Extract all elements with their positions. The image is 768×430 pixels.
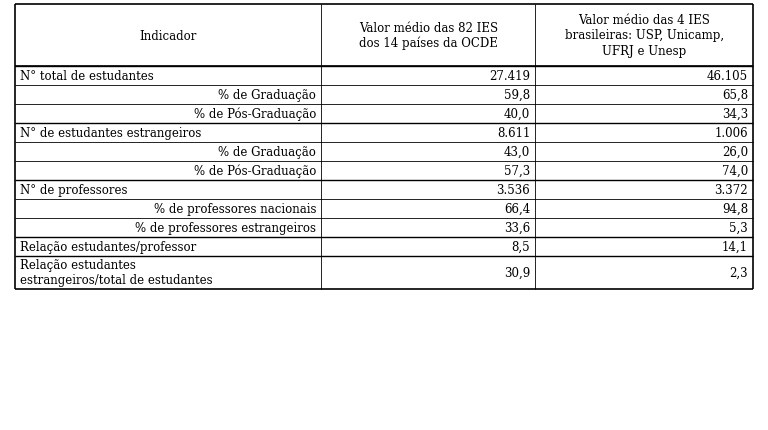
Text: 66,4: 66,4 [504, 203, 530, 215]
Text: 27.419: 27.419 [489, 70, 530, 83]
Text: % de professores nacionais: % de professores nacionais [154, 203, 316, 215]
Text: 74,0: 74,0 [722, 165, 748, 178]
Text: % de Pós-Graduação: % de Pós-Graduação [194, 164, 316, 178]
Text: % de professores estrangeiros: % de professores estrangeiros [135, 221, 316, 234]
Text: 65,8: 65,8 [722, 89, 748, 102]
Text: 2,3: 2,3 [730, 266, 748, 280]
Text: 3.536: 3.536 [497, 184, 530, 197]
Text: Relação estudantes/professor: Relação estudantes/professor [20, 240, 197, 253]
Text: 59,8: 59,8 [504, 89, 530, 102]
Text: N° de professores: N° de professores [20, 184, 127, 197]
Text: 33,6: 33,6 [504, 221, 530, 234]
Text: N° total de estudantes: N° total de estudantes [20, 70, 154, 83]
Text: 43,0: 43,0 [504, 146, 530, 159]
Text: Indicador: Indicador [140, 29, 197, 43]
Text: 5,3: 5,3 [730, 221, 748, 234]
Text: 14,1: 14,1 [722, 240, 748, 253]
Text: Relação estudantes
estrangeiros/total de estudantes: Relação estudantes estrangeiros/total de… [20, 259, 213, 287]
Text: 30,9: 30,9 [504, 266, 530, 280]
Text: % de Graduação: % de Graduação [218, 146, 316, 159]
Text: N° de estudantes estrangeiros: N° de estudantes estrangeiros [20, 127, 201, 140]
Text: 40,0: 40,0 [504, 108, 530, 121]
Text: % de Graduação: % de Graduação [218, 89, 316, 102]
Text: 57,3: 57,3 [504, 165, 530, 178]
Text: 8,5: 8,5 [511, 240, 530, 253]
Text: 26,0: 26,0 [722, 146, 748, 159]
Text: 8.611: 8.611 [497, 127, 530, 140]
Text: 34,3: 34,3 [722, 108, 748, 121]
Text: 94,8: 94,8 [722, 203, 748, 215]
Text: Valor médio das 4 IES
brasileiras: USP, Unicamp,
UFRJ e Unesp: Valor médio das 4 IES brasileiras: USP, … [564, 15, 723, 57]
Text: Valor médio das 82 IES
dos 14 países da OCDE: Valor médio das 82 IES dos 14 países da … [359, 22, 498, 50]
Text: % de Pós-Graduação: % de Pós-Graduação [194, 108, 316, 121]
Text: 3.372: 3.372 [714, 184, 748, 197]
Text: 46.105: 46.105 [707, 70, 748, 83]
Text: 1.006: 1.006 [714, 127, 748, 140]
